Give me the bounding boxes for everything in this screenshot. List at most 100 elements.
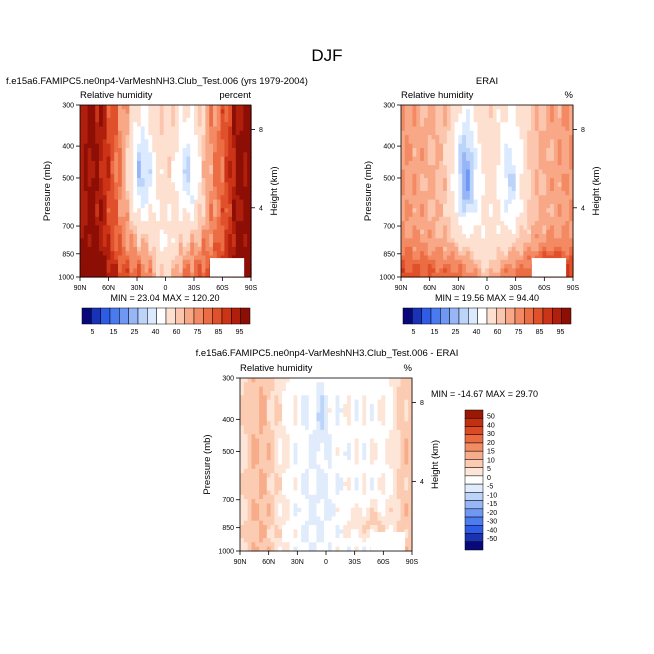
heatmap-cell [369, 477, 375, 483]
heatmap-cell [381, 408, 386, 414]
heatmap-cell [373, 438, 379, 444]
heatmap-cell [519, 182, 524, 188]
heatmap-cell [324, 460, 329, 466]
heatmap-cell [110, 191, 115, 196]
heatmap-cell [213, 195, 218, 201]
heatmap-cell [194, 229, 199, 235]
heatmap-cell [481, 199, 486, 205]
heatmap-cell [565, 117, 570, 123]
heatmap-cell [458, 255, 463, 261]
heatmap-cell [530, 229, 536, 235]
heatmap-cell [140, 199, 146, 205]
heatmap-cell [358, 494, 363, 500]
heatmap-cell [95, 135, 100, 140]
heatmap-cell [216, 238, 222, 244]
heatmap-cell [343, 447, 348, 453]
heatmap-cell [209, 173, 214, 179]
heatmap-cell [167, 126, 172, 132]
heatmap-cell [83, 229, 89, 235]
y-axis-label: Pressure (mb) [363, 161, 374, 221]
heatmap-cell [565, 251, 570, 257]
heatmap-cell [569, 264, 574, 269]
heatmap-cell [133, 148, 138, 153]
heatmap-cell [106, 117, 111, 123]
heatmap-cell [137, 109, 142, 115]
heatmap-cell [102, 225, 108, 231]
heatmap-cell [538, 117, 544, 123]
heatmap-cell [565, 152, 570, 158]
heatmap-cell [171, 160, 176, 166]
heatmap-cell [446, 195, 452, 201]
heatmap-cell [458, 225, 463, 231]
heatmap-cell [186, 246, 191, 252]
heatmap-cell [550, 135, 555, 140]
heatmap-cell [125, 268, 130, 274]
heatmap-cell [454, 148, 459, 153]
heatmap-cell [99, 251, 104, 257]
heatmap-cell [194, 234, 199, 239]
heatmap-cell [190, 122, 195, 128]
heatmap-cell [304, 494, 310, 500]
heatmap-cell [362, 486, 367, 492]
heatmap-cell [385, 403, 390, 409]
heatmap-cell [87, 152, 92, 158]
heatmap-cell [465, 148, 471, 153]
heatmap-cell [443, 238, 448, 244]
heatmap-cell [178, 113, 184, 119]
heatmap-cell [316, 455, 321, 461]
heatmap-cell [99, 238, 104, 244]
heatmap-cell [129, 156, 134, 162]
heatmap-cell [224, 225, 229, 231]
heatmap-cell [327, 412, 333, 418]
heatmap-cell [569, 234, 574, 239]
heatmap-cell [304, 464, 310, 470]
heatmap-cell [465, 242, 471, 248]
heatmap-cell [144, 178, 149, 183]
heatmap-cell [553, 148, 559, 153]
heatmap-cell [320, 386, 325, 392]
heatmap-cell [91, 195, 96, 201]
heatmap-cell [205, 117, 210, 123]
heatmap-cell [106, 130, 111, 136]
heatmap-cell [216, 165, 222, 171]
heatmap-cell [462, 208, 467, 214]
heatmap-cell [118, 126, 123, 132]
heatmap-cell [118, 186, 123, 192]
heatmap-cell [190, 242, 195, 248]
heatmap-cell [485, 126, 490, 132]
heatmap-cell [106, 203, 111, 209]
heatmap-cell [561, 191, 566, 196]
heatmap-cell [504, 221, 509, 226]
heatmap-cell [504, 191, 509, 196]
heatmap-cell [439, 130, 444, 136]
heatmap-cell [87, 259, 92, 265]
heatmap-cell [557, 229, 563, 235]
heatmap-cell [500, 178, 505, 183]
heatmap-cell [481, 117, 486, 123]
heatmap-cell [381, 429, 386, 435]
heatmap-cell [194, 238, 199, 244]
heatmap-cell [213, 135, 218, 140]
heatmap-cell [569, 195, 574, 201]
heatmap-cell [175, 182, 180, 188]
heatmap-cell [182, 255, 187, 261]
heatmap-cell [83, 139, 89, 145]
heatmap-cell [439, 156, 444, 162]
heatmap-cell [152, 186, 157, 192]
heatmap-cell [435, 117, 440, 123]
heatmap-cell [450, 152, 456, 158]
heatmap-cell [235, 216, 241, 222]
heatmap-cell [527, 238, 532, 244]
heatmap-cell [530, 105, 536, 110]
heatmap-cell [530, 160, 536, 166]
heatmap-cell [106, 126, 111, 132]
heatmap-cell [239, 186, 244, 192]
heatmap-cell [205, 264, 210, 269]
heatmap-cell [427, 195, 433, 201]
heatmap-cell [95, 186, 100, 192]
heatmap-cell [416, 156, 421, 162]
heatmap-cell [431, 117, 436, 123]
heatmap-cell [400, 490, 405, 496]
heatmap-cell [197, 143, 203, 149]
heatmap-cell [137, 264, 142, 269]
